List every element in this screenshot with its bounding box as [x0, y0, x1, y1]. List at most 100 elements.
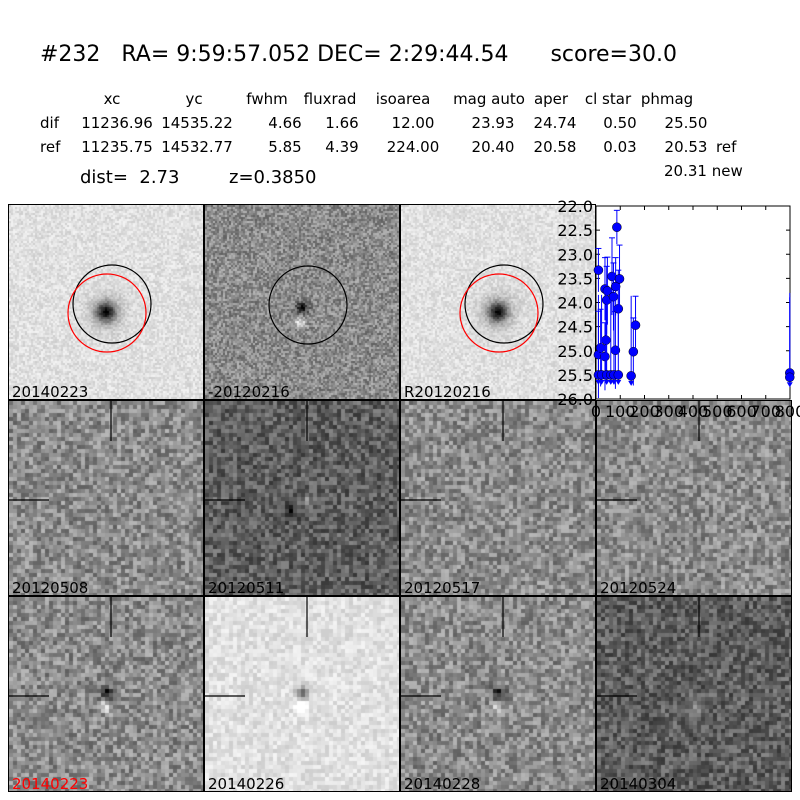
stamp-image[interactable]: 20140223	[8, 204, 204, 400]
stamp-date-label: 20120517	[404, 579, 481, 596]
stamp-overlay	[401, 597, 504, 697]
table-cell: 4.66	[268, 114, 302, 132]
stamp-image[interactable]: 20120517	[400, 400, 596, 596]
stamp-overlay	[268, 265, 348, 345]
stamp-image[interactable]: 20140304	[596, 596, 792, 792]
stamp-overlay	[67, 264, 152, 353]
upper-limit-arrow	[786, 382, 793, 388]
column-header: isoarea	[375, 90, 431, 108]
stamp-pixels	[205, 401, 399, 595]
table-cell: 12.00	[391, 114, 435, 132]
data-point	[602, 286, 613, 296]
table-cell: 25.50	[664, 114, 708, 132]
stamp-image[interactable]: 20120524	[596, 400, 792, 596]
stamp-pixels	[401, 205, 595, 399]
upper-limit-arrow	[786, 377, 793, 383]
table-cell: 23.93	[471, 114, 515, 132]
data-point	[601, 295, 612, 305]
stamp-date-label: 20140223	[12, 775, 89, 792]
data-point	[630, 320, 641, 330]
upper-limit-point	[606, 370, 616, 380]
reference-circle	[67, 273, 147, 353]
upper-limit-point	[596, 370, 607, 380]
column-header: cl star	[584, 90, 632, 108]
stamp-date-label: -20120216	[208, 383, 290, 400]
table-cell: 20.53	[664, 138, 708, 156]
stamp-image[interactable]: R20120216	[400, 204, 596, 400]
stamp-image[interactable]: 20120511	[204, 400, 400, 596]
stamp-pixels	[401, 597, 595, 791]
table-cell: 11235.75	[81, 138, 153, 156]
stamp-date-label: R20120216	[404, 383, 491, 400]
candidate-title: #232 RA= 9:59:57.052 DEC= 2:29:44.54 sco…	[40, 42, 677, 67]
column-header: mag auto	[453, 90, 525, 108]
row-label: ref	[40, 138, 61, 156]
stamp-pixels	[597, 597, 791, 791]
table-cell: 0.03	[603, 138, 637, 156]
stamp-date-label: 20120508	[12, 579, 89, 596]
dist-value: dist= 2.73	[80, 167, 180, 188]
stamp-pixels	[9, 401, 203, 595]
table-cell: 224.00	[386, 138, 440, 156]
stamp-image[interactable]: 20140228	[400, 596, 596, 792]
data-point	[600, 351, 610, 362]
table-cell: 20.58	[533, 138, 577, 156]
stamp-date-label: 20140226	[208, 775, 285, 792]
table-cell: 14535.22	[161, 114, 233, 132]
data-point	[601, 335, 611, 345]
stamp-date-label: 20140223	[12, 383, 89, 400]
data-point	[628, 346, 639, 357]
stamp-overlay	[205, 401, 308, 501]
data-point	[613, 304, 624, 314]
stamp-overlay	[205, 597, 308, 697]
table-cell: 20.40	[471, 138, 515, 156]
stamp-overlay	[597, 401, 700, 501]
column-header: aper	[533, 90, 569, 108]
stamp-pixels	[205, 205, 399, 399]
stamp-image[interactable]: -20120216	[204, 204, 400, 400]
table-cell: 11236.96	[81, 114, 153, 132]
table-cell: 4.39	[325, 138, 359, 156]
stamp-overlay	[459, 264, 544, 353]
detection-circle	[464, 264, 544, 344]
stamp-overlay	[401, 401, 504, 501]
column-header: fwhm	[246, 90, 288, 108]
new-mag: 20.31 new	[664, 162, 743, 180]
table-cell: 5.85	[268, 138, 302, 156]
stamp-date-label: 20120524	[600, 579, 677, 596]
stamp-pixels	[205, 597, 399, 791]
stamp-overlay	[9, 401, 112, 501]
stamp-pixels	[9, 597, 203, 791]
data-point	[595, 343, 606, 353]
stamp-date-label: 20140228	[404, 775, 481, 792]
upper-limit-point	[626, 371, 636, 381]
row-suffix: ref	[716, 138, 737, 156]
data-point	[608, 291, 619, 302]
stamp-date-label: 20140304	[600, 775, 677, 792]
upper-limit-arrow	[607, 379, 614, 385]
stamp-image[interactable]: 20120508	[8, 400, 204, 596]
upper-limit-arrow	[603, 379, 610, 385]
upper-limit-point	[785, 372, 795, 383]
redshift-value: z=0.3850	[229, 167, 317, 188]
detection-circle	[268, 265, 348, 345]
row-label: dif	[40, 114, 59, 132]
data-point	[614, 274, 625, 284]
column-header: fluxrad	[303, 90, 357, 108]
column-header: phmag	[640, 90, 694, 108]
stamp-date-label: 20120511	[208, 579, 285, 596]
data-point	[610, 345, 621, 356]
table-cell: 1.66	[325, 114, 359, 132]
upper-limit-point	[785, 368, 795, 378]
stamp-pixels	[9, 205, 203, 399]
stamp-image[interactable]: 20140226	[204, 596, 400, 792]
upper-limit-arrow	[598, 379, 605, 385]
table-cell: 0.50	[603, 114, 637, 132]
upper-limit-point	[601, 370, 612, 380]
column-header: yc	[185, 90, 203, 108]
stamp-image[interactable]: 20140223	[8, 596, 204, 792]
stamp-overlay	[597, 597, 700, 697]
plot-area	[595, 205, 791, 400]
data-point	[610, 281, 621, 292]
